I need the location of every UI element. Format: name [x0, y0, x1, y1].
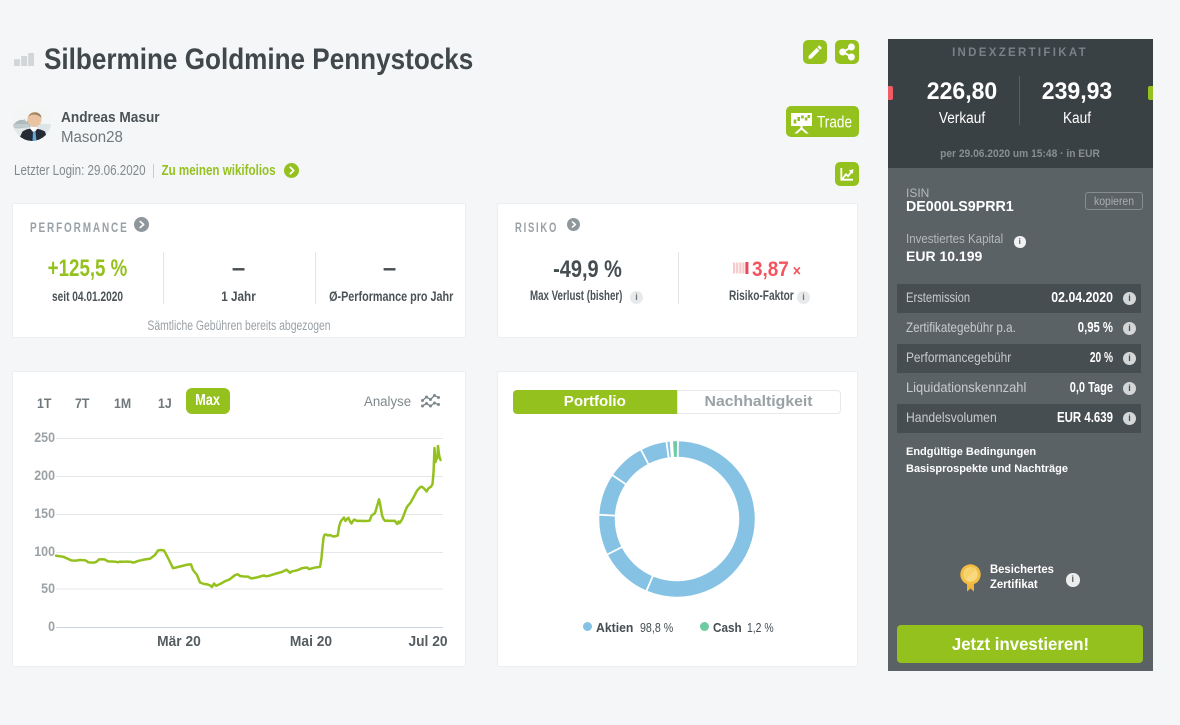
- svg-text:Trade: Trade: [817, 113, 852, 132]
